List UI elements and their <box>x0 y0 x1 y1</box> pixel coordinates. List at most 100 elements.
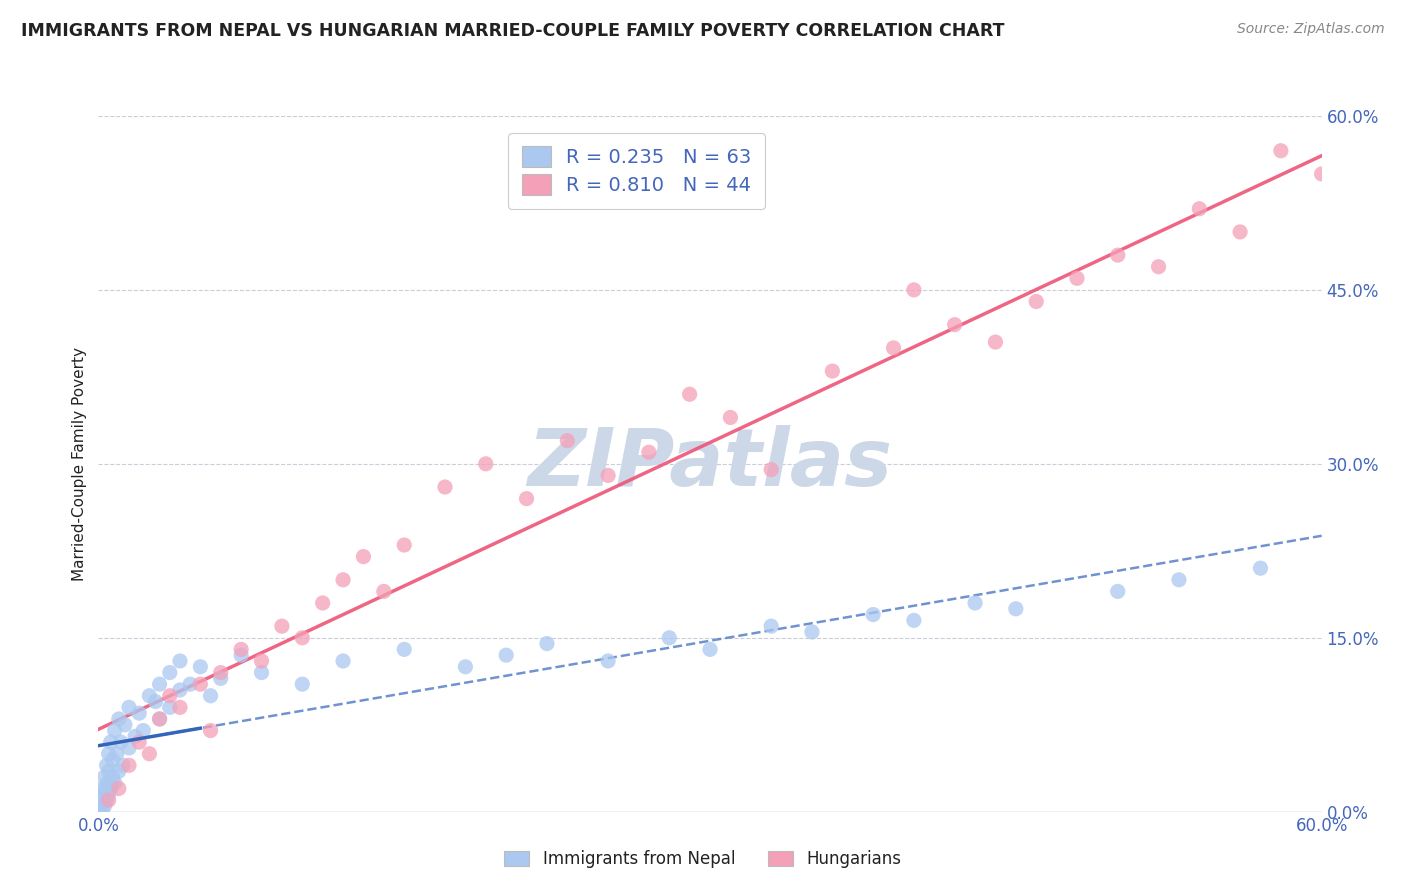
Point <box>93 788 115 801</box>
Point <box>90 793 112 807</box>
Point <box>270 619 294 633</box>
Point <box>89 799 111 814</box>
Point <box>169 654 191 668</box>
Point <box>679 387 702 401</box>
Point <box>821 364 844 378</box>
Point <box>392 538 416 552</box>
Point <box>101 770 124 784</box>
Text: ZIPatlas: ZIPatlas <box>527 425 893 503</box>
Legend: R = 0.235   N = 63, R = 0.810   N = 44: R = 0.235 N = 63, R = 0.810 N = 44 <box>508 133 765 209</box>
Point <box>200 723 222 738</box>
Point <box>1229 225 1251 239</box>
Point <box>128 706 150 721</box>
Point <box>903 283 925 297</box>
Point <box>557 434 579 448</box>
Point <box>128 735 150 749</box>
Point <box>96 793 118 807</box>
Point <box>536 637 558 651</box>
Point <box>97 788 120 801</box>
Point <box>903 614 925 628</box>
Point <box>96 758 118 772</box>
Point <box>291 677 314 691</box>
Point <box>1167 573 1189 587</box>
Point <box>596 468 619 483</box>
Point <box>209 671 232 685</box>
Point <box>149 712 172 726</box>
Point <box>188 677 212 691</box>
Point <box>883 341 905 355</box>
Point <box>965 596 987 610</box>
Point <box>1188 202 1211 216</box>
Point <box>149 712 172 726</box>
Point <box>1107 248 1129 262</box>
Point <box>91 781 114 796</box>
Point <box>1147 260 1170 274</box>
Point <box>145 694 167 708</box>
Point <box>104 775 127 790</box>
Point <box>91 805 114 819</box>
Point <box>231 648 253 662</box>
Point <box>332 654 354 668</box>
Point <box>159 665 181 680</box>
Point <box>101 753 124 767</box>
Point <box>433 480 456 494</box>
Point <box>149 677 172 691</box>
Point <box>1372 190 1395 204</box>
Point <box>105 747 128 761</box>
Point <box>188 660 212 674</box>
Point <box>1270 144 1292 158</box>
Point <box>392 642 416 657</box>
Point <box>138 747 160 761</box>
Point <box>94 781 117 796</box>
Point <box>352 549 374 564</box>
Point <box>373 584 395 599</box>
Point <box>118 740 141 755</box>
Point <box>658 631 681 645</box>
Point <box>1004 601 1026 615</box>
Point <box>759 619 782 633</box>
Y-axis label: Married-Couple Family Poverty: Married-Couple Family Poverty <box>72 347 87 581</box>
Point <box>1025 294 1047 309</box>
Point <box>114 717 136 731</box>
Point <box>179 677 201 691</box>
Point <box>111 758 134 772</box>
Point <box>1107 584 1129 599</box>
Point <box>108 764 131 778</box>
Point <box>159 700 181 714</box>
Point <box>97 775 120 790</box>
Point <box>1310 167 1333 181</box>
Point <box>93 770 115 784</box>
Point <box>759 462 782 476</box>
Point <box>97 793 120 807</box>
Point <box>110 735 132 749</box>
Point <box>984 334 1007 349</box>
Point <box>231 642 253 657</box>
Point <box>801 624 824 639</box>
Point <box>862 607 884 622</box>
Point <box>118 700 141 714</box>
Point <box>312 596 335 610</box>
Point <box>495 648 517 662</box>
Point <box>100 735 122 749</box>
Point <box>108 712 131 726</box>
Point <box>93 799 115 814</box>
Point <box>454 660 477 674</box>
Text: Source: ZipAtlas.com: Source: ZipAtlas.com <box>1237 22 1385 37</box>
Point <box>132 723 155 738</box>
Point <box>291 631 314 645</box>
Point <box>124 730 146 744</box>
Point <box>332 573 354 587</box>
Point <box>209 665 232 680</box>
Point <box>250 654 273 668</box>
Point <box>720 410 742 425</box>
Point <box>474 457 498 471</box>
Point <box>108 781 131 796</box>
Point <box>596 654 619 668</box>
Point <box>1066 271 1088 285</box>
Point <box>200 689 222 703</box>
Legend: Immigrants from Nepal, Hungarians: Immigrants from Nepal, Hungarians <box>498 844 908 875</box>
Point <box>104 723 127 738</box>
Point <box>250 665 273 680</box>
Point <box>169 700 191 714</box>
Point <box>100 781 122 796</box>
